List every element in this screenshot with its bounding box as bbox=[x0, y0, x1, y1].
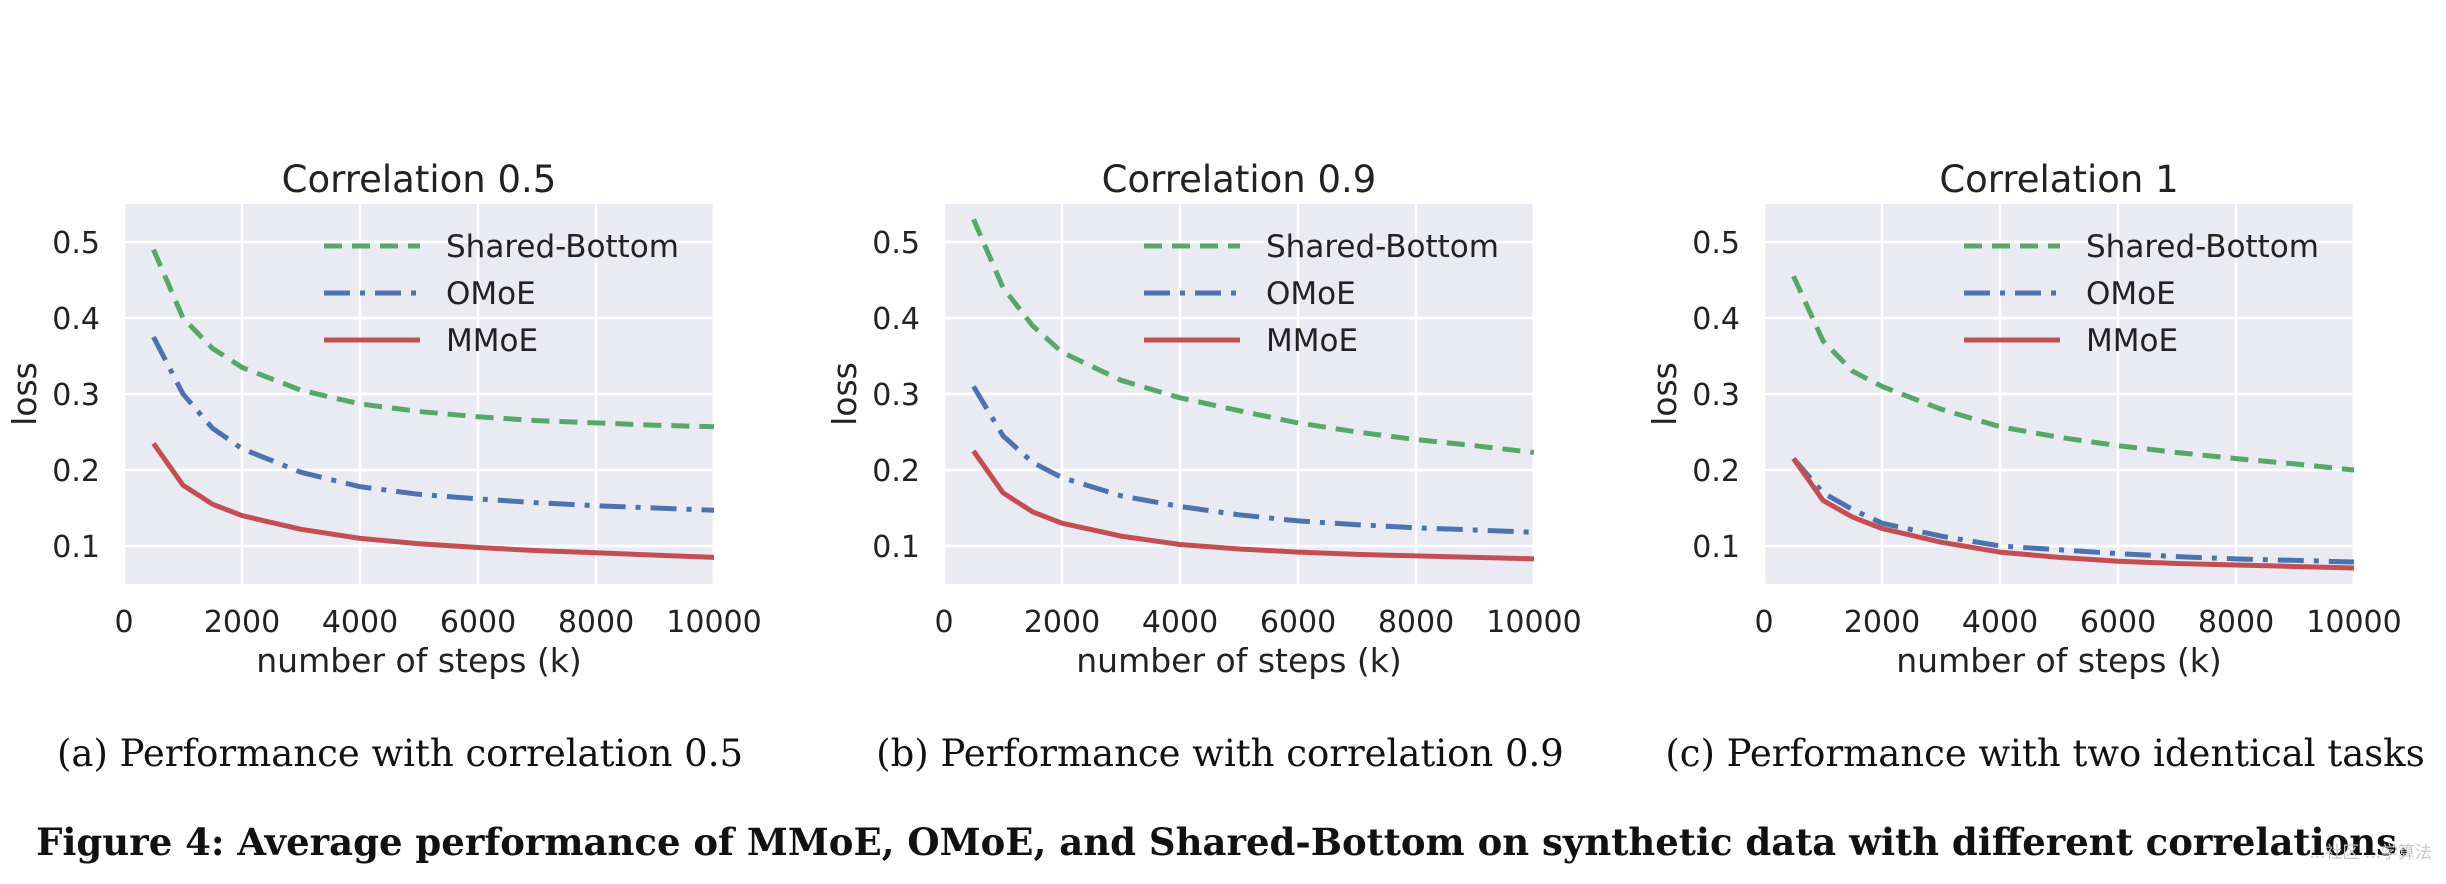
legend-label: OMoE bbox=[446, 276, 536, 312]
chart-panel-1: 0 2000 4000 6000 8000 10000 0.1 0.2 0.3 0.4 0.5 Cor… bbox=[5, 158, 762, 775]
series-line-omoe bbox=[1791, 456, 2355, 565]
y-tick-label: 0.5 bbox=[1692, 226, 1740, 261]
series-line-mmoe bbox=[971, 449, 1535, 562]
legend-label: Shared-Bottom bbox=[2086, 229, 2319, 265]
x-tick-label: 10000 bbox=[1486, 605, 1581, 640]
y-tick-label: 0.4 bbox=[52, 302, 100, 337]
sub-caption: (c) Performance with two identical tasks bbox=[1665, 732, 2424, 775]
x-tick-label: 0 bbox=[934, 605, 953, 640]
y-axis-label: loss bbox=[5, 362, 44, 426]
y-tick-label: 0.5 bbox=[872, 226, 920, 261]
sub-caption: (b) Performance with correlation 0.9 bbox=[876, 732, 1564, 775]
y-tick-label: 0.4 bbox=[1692, 302, 1740, 337]
sub-caption: (a) Performance with correlation 0.5 bbox=[57, 732, 743, 775]
x-axis-label: number of steps (k) bbox=[1896, 641, 2222, 680]
figure-caption: Figure 4: Average performance of MMoE, O… bbox=[36, 820, 2410, 864]
chart-title: Correlation 1 bbox=[1939, 158, 2178, 201]
y-tick-label: 0.4 bbox=[872, 302, 920, 337]
legend-label: Shared-Bottom bbox=[446, 229, 679, 265]
legend: Shared-Bottom OMoE MMoE bbox=[1964, 229, 2319, 359]
series-line-omoe bbox=[151, 335, 715, 513]
x-tick-label: 8000 bbox=[2198, 605, 2274, 640]
y-tick-label: 0.3 bbox=[1692, 378, 1740, 413]
x-tick-label: 4000 bbox=[1142, 605, 1218, 640]
x-tick-label: 8000 bbox=[1378, 605, 1454, 640]
chart-title: Correlation 0.9 bbox=[1102, 158, 1377, 201]
x-tick-label: 4000 bbox=[322, 605, 398, 640]
x-tick-label: 0 bbox=[1754, 605, 1773, 640]
x-tick-label: 8000 bbox=[558, 605, 634, 640]
legend-label: MMoE bbox=[446, 323, 538, 359]
y-tick-label: 0.1 bbox=[872, 530, 920, 565]
series-line-mmoe bbox=[151, 441, 715, 560]
x-tick-label: 10000 bbox=[666, 605, 761, 640]
legend: Shared-Bottom OMoE MMoE bbox=[1144, 229, 1499, 359]
legend-label: Shared-Bottom bbox=[1266, 229, 1499, 265]
y-tick-label: 0.3 bbox=[52, 378, 100, 413]
y-axis-label: loss bbox=[1645, 362, 1684, 426]
x-tick-label: 10000 bbox=[2306, 605, 2401, 640]
x-tick-label: 2000 bbox=[1024, 605, 1100, 640]
series-line-shared-bottom bbox=[1791, 275, 2355, 473]
y-tick-label: 0.1 bbox=[52, 530, 100, 565]
x-tick-label: 0 bbox=[114, 605, 133, 640]
x-axis-label: number of steps (k) bbox=[1076, 641, 1402, 680]
x-tick-label: 2000 bbox=[204, 605, 280, 640]
chart-title: Correlation 0.5 bbox=[282, 158, 557, 201]
y-tick-label: 0.2 bbox=[872, 454, 920, 489]
legend-label: OMoE bbox=[1266, 276, 1356, 312]
y-tick-label: 0.2 bbox=[1692, 454, 1740, 489]
series-line-mmoe bbox=[1791, 457, 2355, 571]
y-axis-label: loss bbox=[825, 362, 864, 426]
legend-label: OMoE bbox=[2086, 276, 2176, 312]
chart-panel-3: 0 2000 4000 6000 8000 10000 0.1 0.2 0.3 0.4 0.5 Cor… bbox=[1645, 158, 2425, 775]
legend-label: MMoE bbox=[1266, 323, 1358, 359]
series-line-omoe bbox=[971, 385, 1535, 535]
chart-panel-2: 0 2000 4000 6000 8000 10000 0.1 0.2 0.3 0.4 0.5 Cor… bbox=[825, 158, 1582, 775]
y-tick-label: 0.3 bbox=[872, 378, 920, 413]
series-line-shared-bottom bbox=[971, 218, 1535, 455]
legend: Shared-Bottom OMoE MMoE bbox=[324, 229, 679, 359]
y-tick-label: 0.5 bbox=[52, 226, 100, 261]
watermark: ...社区 ...学算法 bbox=[2309, 843, 2432, 863]
y-tick-label: 0.1 bbox=[1692, 530, 1740, 565]
y-tick-label: 0.2 bbox=[52, 454, 100, 489]
x-tick-label: 4000 bbox=[1962, 605, 2038, 640]
x-tick-label: 6000 bbox=[2080, 605, 2156, 640]
x-axis-label: number of steps (k) bbox=[256, 641, 582, 680]
x-tick-label: 6000 bbox=[1260, 605, 1336, 640]
x-tick-label: 6000 bbox=[440, 605, 516, 640]
x-tick-label: 2000 bbox=[1844, 605, 1920, 640]
legend-label: MMoE bbox=[2086, 323, 2178, 359]
